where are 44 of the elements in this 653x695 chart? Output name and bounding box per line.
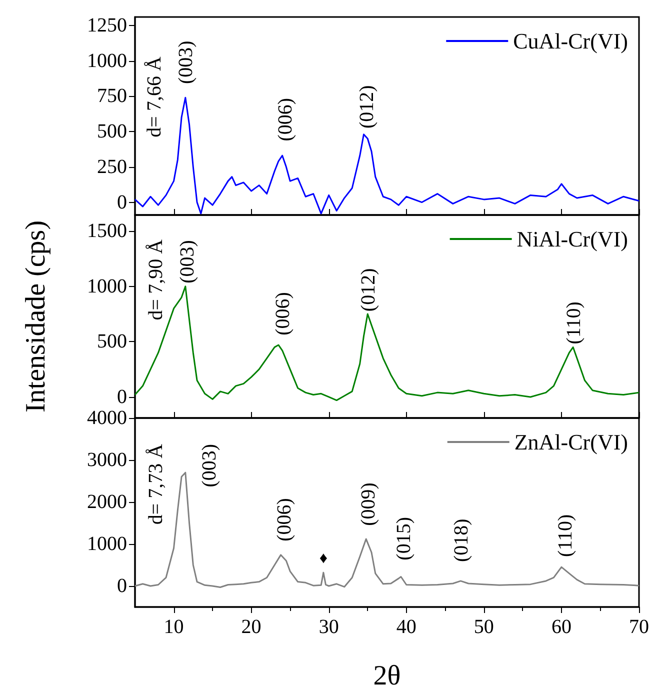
legend-label: CuAl-Cr(VI) [513,28,628,54]
x-tick-label: 40 [396,616,416,638]
y-tick-label: 0 [117,191,127,214]
annotation: (110) [554,514,576,557]
y-tick-label: 1000 [87,533,127,555]
y-tick-label: 750 [97,85,127,108]
annotation: (009) [357,482,380,526]
x-tick-label: 10 [164,616,184,638]
y-tick-label: 250 [97,156,127,178]
y-tick-label: 500 [97,120,127,143]
x-tick-label: 50 [474,616,494,638]
y-tick-label: 0 [117,386,127,408]
annotation: (006) [272,292,294,336]
annotation: (003) [176,240,199,284]
annotation: (006) [274,498,296,542]
legend-label: NiAl-Cr(VI) [516,226,628,252]
annotation: (018) [450,518,472,562]
y-axis-title: Intensidade (cps) [20,220,52,413]
legend-label: ZnAl-Cr(VI) [514,430,628,454]
annotation: d= 7,90 Å [144,238,167,320]
y-tick-label: 2000 [87,491,127,513]
x-tick-label: 60 [551,616,572,638]
x-tick-label: 70 [629,616,649,638]
annotation: (015) [393,516,416,560]
annotation: (012) [356,85,378,129]
y-tick-label: 1250 [87,14,127,36]
annotation: ♦ [319,550,328,568]
annotation: (110) [562,302,585,344]
x-tick-label: 30 [318,616,339,638]
x-tick-label: 20 [241,616,262,638]
y-tick-label: 0 [117,575,127,597]
annotation: d= 7,66 Å [143,56,166,138]
y-tick-label: 3000 [87,449,127,471]
annotation: (006) [274,98,296,142]
y-tick-label: 4000 [87,407,127,429]
y-tick-label: 1000 [87,50,127,72]
annotation: (012) [357,268,380,312]
annotation: (003) [198,444,220,488]
annotation: d= 7,73 Å [144,443,167,525]
y-tick-label: 1000 [87,275,127,298]
annotation: (003) [175,40,198,84]
x-axis-title: 2θ [373,660,401,692]
y-tick-label: 1500 [87,220,127,242]
y-tick-label: 500 [97,330,127,353]
